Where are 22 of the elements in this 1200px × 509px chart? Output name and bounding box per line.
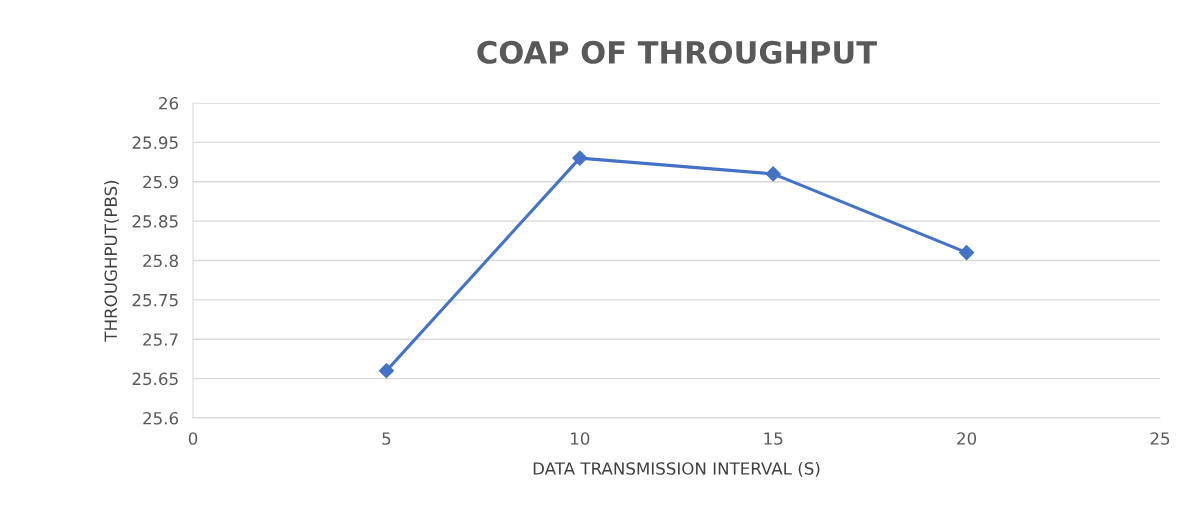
point bbox=[765, 166, 781, 182]
point bbox=[572, 150, 588, 166]
x-axis-title: DATA TRANSMISSION INTERVAL (S) bbox=[533, 461, 820, 477]
x-tick-label: 5 bbox=[382, 432, 391, 445]
y-axis-title: THROUGHPUT(PBS) bbox=[104, 180, 120, 342]
y-tick-label: 25.85 bbox=[132, 215, 178, 228]
chart-title: COAP OF THROUGHPUT bbox=[477, 40, 877, 64]
x-tick-label: 25 bbox=[1150, 432, 1170, 445]
point bbox=[378, 363, 394, 379]
point bbox=[959, 245, 975, 261]
y-tick-label: 25.6 bbox=[143, 411, 179, 425]
x-tick-label: 20 bbox=[957, 432, 977, 445]
x-tick-label: 15 bbox=[764, 432, 783, 445]
y-tick-label: 25.95 bbox=[132, 136, 178, 149]
y-tick-label: 25.9 bbox=[143, 175, 178, 189]
y-tick-label: 25.7 bbox=[143, 333, 178, 346]
y-tick-label: 25.75 bbox=[132, 293, 178, 307]
x-tick-label: 0 bbox=[188, 432, 198, 445]
y-tick-label: 25.65 bbox=[132, 372, 178, 386]
y-tick-label: 25.8 bbox=[143, 254, 178, 268]
y-tick-label: 26 bbox=[159, 96, 179, 110]
x-tick-label: 10 bbox=[571, 432, 590, 445]
